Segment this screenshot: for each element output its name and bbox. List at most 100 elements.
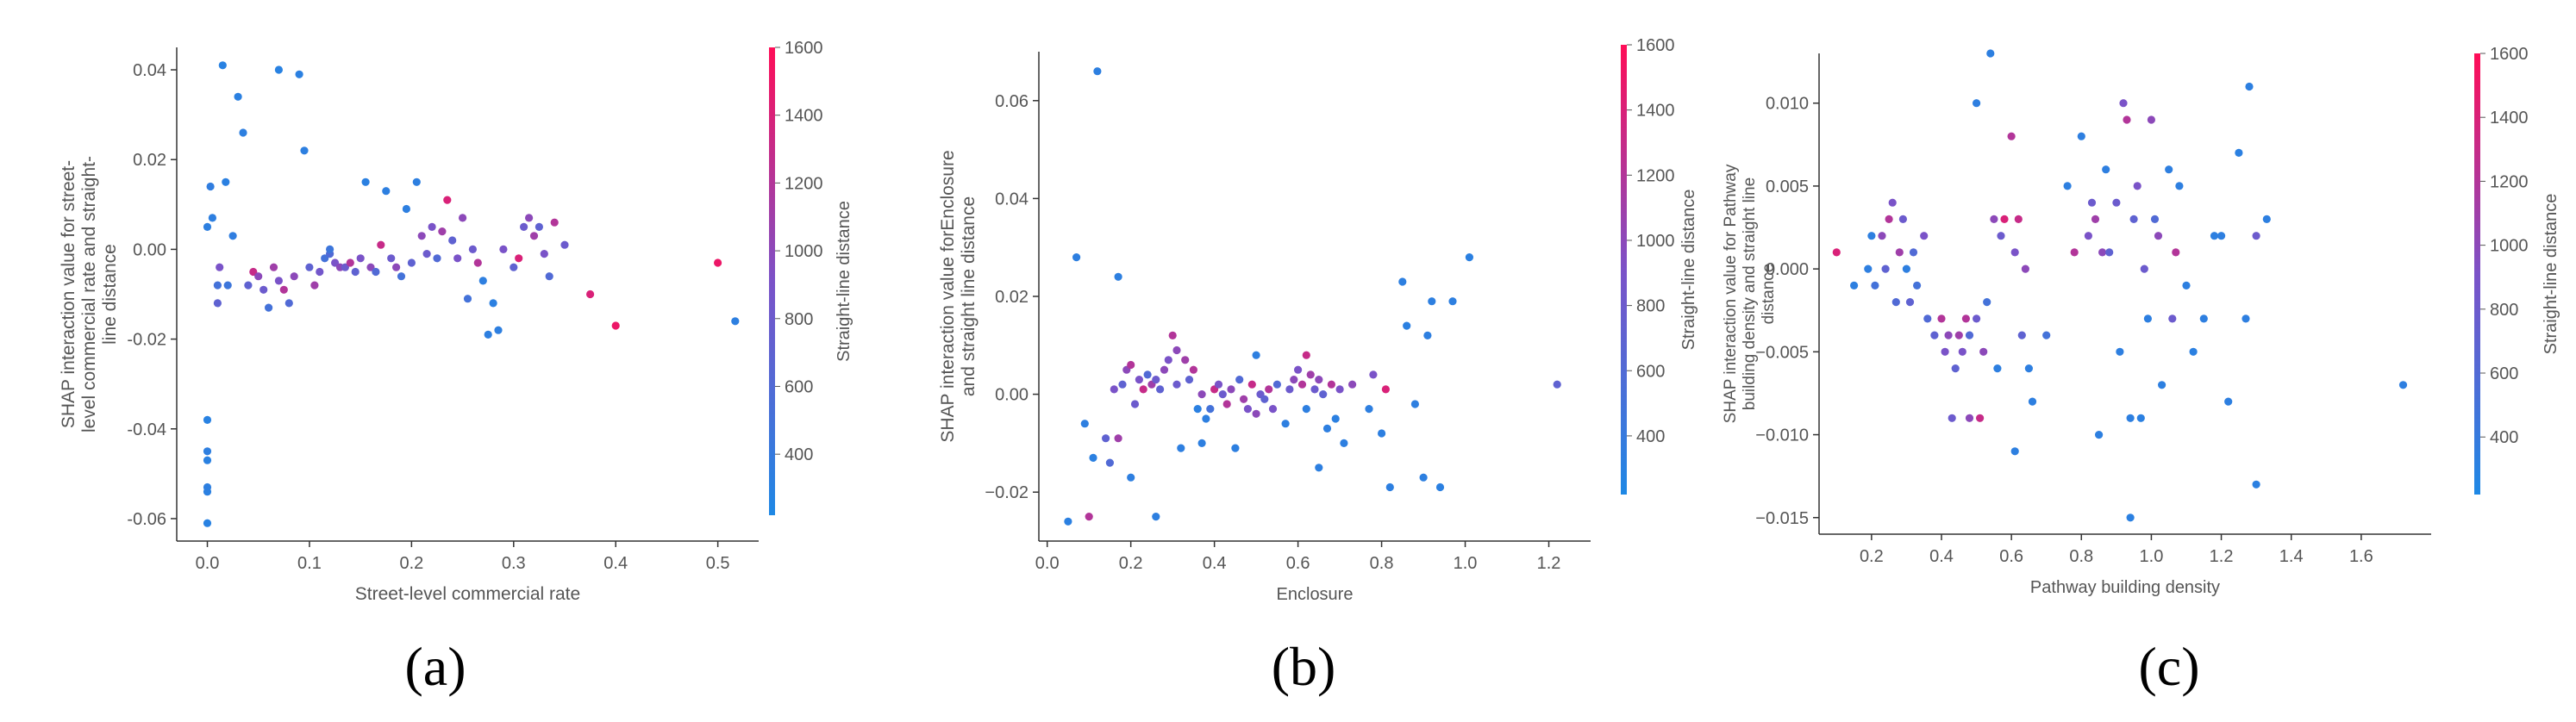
data-point [1247,380,1256,389]
data-point [2028,397,2037,406]
data-point [1378,429,1386,438]
data-point [1240,395,1248,403]
data-point [2091,215,2100,223]
y-tick-label: -0.02 [127,331,166,350]
data-point [1114,434,1122,443]
data-point [213,281,222,289]
data-point [560,240,569,249]
data-point [2168,314,2177,323]
data-point [1105,458,1114,467]
data-point [731,317,740,326]
data-point [1878,232,1886,240]
data-point [2077,132,2085,140]
data-point [1937,314,1946,323]
data-point [1930,331,1939,339]
data-point [1252,351,1260,359]
data-point [412,177,421,186]
data-point [510,263,518,271]
data-point [274,277,283,285]
data-point [611,321,620,330]
data-point [1913,281,1922,289]
data-point [203,415,212,424]
data-point [2119,99,2128,108]
data-point [1864,265,1873,273]
data-point [2172,248,2180,257]
data-point [284,299,293,308]
x-axis-label: Enclosure [1277,585,1354,604]
data-point [433,254,441,263]
y-tick-label: 0.00 [995,386,1029,405]
data-point [305,263,314,271]
data-point [1976,414,1985,422]
data-point [316,267,324,277]
data-point [377,240,385,249]
x-tick-label: 0.8 [2069,547,2093,566]
data-point [1553,380,1561,389]
data-point [2007,132,2016,140]
data-point [1164,356,1172,364]
data-point [550,218,559,227]
data-point [535,222,544,231]
colorbar-tick-label: 1600 [1636,36,1675,55]
y-tick-label: 0.04 [133,61,166,80]
data-point [1979,347,1988,356]
data-point [1064,517,1072,526]
data-point [372,267,380,277]
data-point [1973,314,1981,323]
x-tick-label: 0.4 [1203,554,1227,573]
colorbar [2474,53,2480,495]
data-point [1319,390,1328,399]
y-tick-label: 0.02 [133,151,166,170]
colorbar-tick-label: 1000 [2490,237,2529,256]
data-point [1315,464,1323,472]
data-point [1993,364,2002,373]
data-point [222,177,230,186]
data-point [1958,347,1966,356]
data-point [520,222,528,231]
data-point [2070,248,2079,257]
data-point [499,245,508,253]
data-point [1139,385,1147,394]
y-axis-label-line: SHAP interaction value for street- [59,160,78,428]
data-point [290,272,298,281]
data-point [1268,405,1278,414]
data-point [1102,434,1110,443]
data-point [1127,360,1135,370]
data-point [1965,414,1974,422]
data-point [1881,265,1890,273]
data-point [2000,215,2009,223]
data-point [2158,381,2166,389]
data-point [1130,400,1140,408]
data-point [203,519,212,527]
x-tick-label: 0.4 [1929,547,1954,566]
data-point [2224,397,2233,406]
data-point [1369,370,1378,379]
x-tick-label: 1.6 [2349,547,2373,566]
data-point [453,254,462,263]
data-point [1089,453,1097,463]
data-point [2217,232,2226,240]
data-point [1272,380,1281,389]
data-point [1961,314,1970,323]
data-point [448,236,457,245]
data-point [2398,381,2408,389]
x-tick-label: 0.2 [1119,554,1143,573]
data-point [1252,409,1260,418]
data-point [2210,232,2219,240]
colorbar-tick-label: 1400 [785,107,823,126]
data-point [1895,248,1904,257]
x-tick-label: 1.2 [2210,547,2234,566]
data-point [1265,385,1273,394]
data-point [1941,347,1949,356]
data-point [216,263,224,271]
data-point [1832,248,1841,257]
data-point [484,330,492,339]
data-point [417,232,426,240]
panel-c: −0.015 −0.010 −0.005 0.000 0.005 0.010 0.2 0.4 0… [1722,45,2560,597]
colorbar-tick-label: 600 [785,377,813,396]
data-point [1185,376,1194,384]
data-point [2140,265,2148,273]
data-point [1948,414,1956,422]
data-point [1302,351,1310,359]
